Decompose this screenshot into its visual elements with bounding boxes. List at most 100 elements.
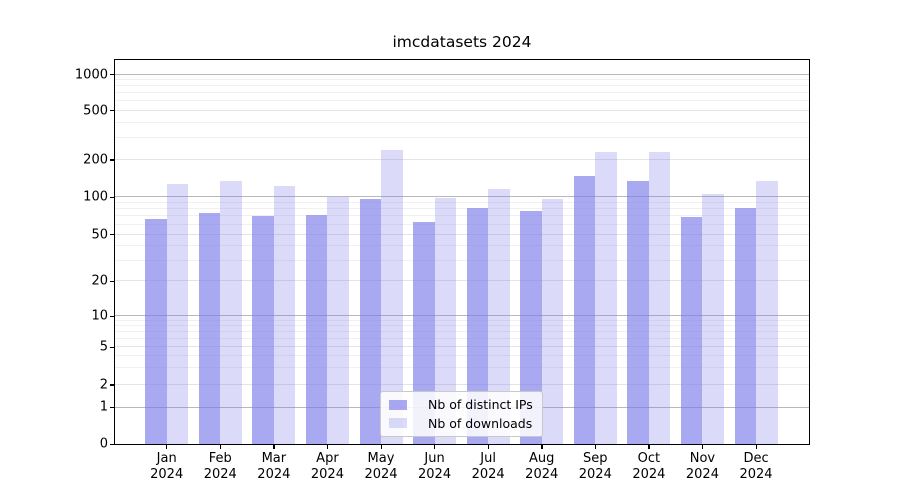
gridline-minor xyxy=(115,325,809,327)
bar-distinct-ips xyxy=(520,210,542,444)
bar-distinct-ips xyxy=(466,208,489,444)
y-tick-mark xyxy=(110,234,114,236)
bar-downloads xyxy=(702,193,724,444)
y-axis-tick-label: 1 xyxy=(99,399,108,415)
y-tick-mark xyxy=(110,315,114,317)
x-axis-tick-label: Oct 2024 xyxy=(632,451,666,482)
legend-entry-distinct-ips: Nb of distinct IPs xyxy=(387,397,536,412)
x-axis-tick-label: Feb 2024 xyxy=(203,451,237,482)
legend-swatch-downloads-icon xyxy=(389,418,407,429)
legend-label-downloads: Nb of downloads xyxy=(428,415,533,431)
gridline-minor xyxy=(115,244,809,246)
y-tick-mark xyxy=(110,74,114,76)
bar-downloads xyxy=(488,188,510,444)
gridline-minor xyxy=(115,367,809,369)
y-axis-tick-label: 50 xyxy=(91,227,108,243)
y-tick-mark xyxy=(110,280,114,282)
x-axis-tick-label: May 2024 xyxy=(364,451,398,482)
bar-downloads xyxy=(220,181,242,444)
y-axis-tick-label: 1000 xyxy=(74,67,108,83)
bar-distinct-ips xyxy=(359,198,381,444)
x-tick-mark xyxy=(434,445,436,449)
gridline-minor xyxy=(115,208,809,210)
gridline-mid xyxy=(115,346,809,348)
bar-downloads xyxy=(273,185,296,444)
bar-distinct-ips xyxy=(252,215,274,444)
legend-label-distinct-ips: Nb of distinct IPs xyxy=(428,397,533,413)
bar-downloads xyxy=(434,198,457,444)
x-tick-mark xyxy=(594,445,597,449)
gridline-minor xyxy=(115,92,809,94)
x-axis-tick-label: Mar 2024 xyxy=(257,451,291,482)
x-axis-tick-label: Apr 2024 xyxy=(310,451,344,482)
y-tick-mark xyxy=(110,346,114,349)
gridline-minor xyxy=(115,338,809,340)
plot-area xyxy=(114,59,810,445)
bar-distinct-ips xyxy=(413,222,435,444)
bar-downloads xyxy=(327,197,349,444)
bar-distinct-ips xyxy=(734,208,757,444)
bar-downloads xyxy=(541,198,564,444)
x-tick-mark xyxy=(380,445,382,449)
bar-distinct-ips xyxy=(198,212,221,444)
chart-title: imcdatasets 2024 xyxy=(392,33,532,51)
gridline-minor xyxy=(115,201,809,203)
x-tick-mark xyxy=(487,445,489,449)
y-axis-tick-label: 500 xyxy=(83,103,108,119)
y-axis-tick-label: 0 xyxy=(99,436,108,452)
y-tick-mark xyxy=(110,110,114,112)
y-axis-tick-label: 5 xyxy=(99,339,108,355)
bar-downloads xyxy=(756,181,778,444)
bar-downloads xyxy=(648,151,671,444)
gridline-minor xyxy=(115,121,809,123)
gridline-mid xyxy=(115,109,809,111)
x-axis-tick-label: Nov 2024 xyxy=(685,451,719,482)
y-tick-mark xyxy=(110,406,114,409)
gridline-major xyxy=(115,196,809,198)
x-tick-mark xyxy=(166,445,168,449)
y-axis-tick-label: 100 xyxy=(83,189,108,205)
x-axis-tick-label: Jul 2024 xyxy=(471,451,505,482)
gridline-minor xyxy=(115,100,809,102)
x-axis-tick-label: Aug 2024 xyxy=(525,451,559,482)
x-tick-mark xyxy=(755,445,757,449)
y-tick-mark xyxy=(110,443,114,445)
gridline-minor xyxy=(115,319,809,321)
gridline-mid xyxy=(115,158,809,160)
gridline-major xyxy=(115,73,809,75)
gridline-minor xyxy=(115,136,809,138)
x-tick-mark xyxy=(648,445,650,449)
y-axis-tick-label: 200 xyxy=(83,152,108,168)
bar-downloads xyxy=(166,183,189,444)
legend-swatch-distinct-ips-icon xyxy=(389,399,407,410)
y-axis-tick-label: 20 xyxy=(91,273,108,289)
y-axis-tick-label: 10 xyxy=(91,308,108,324)
bar-distinct-ips xyxy=(305,214,328,444)
bar-distinct-ips xyxy=(627,180,649,444)
x-axis-tick-label: Sep 2024 xyxy=(578,451,612,482)
x-axis-tick-label: Jun 2024 xyxy=(418,451,452,482)
x-axis-tick-label: Dec 2024 xyxy=(739,451,773,482)
gridline-mid xyxy=(115,233,809,235)
y-tick-mark xyxy=(110,196,114,198)
x-tick-mark xyxy=(273,445,275,449)
gridline-minor xyxy=(115,331,809,333)
gridline-minor xyxy=(115,259,809,261)
gridline-mid xyxy=(115,280,809,282)
bar-downloads xyxy=(381,149,403,444)
bar-distinct-ips xyxy=(145,218,167,444)
bar-distinct-ips xyxy=(680,217,703,444)
gridline-major xyxy=(115,315,809,317)
gridline-minor xyxy=(115,85,809,87)
x-tick-mark xyxy=(326,445,329,449)
y-tick-mark xyxy=(110,159,114,161)
x-tick-mark xyxy=(541,445,543,449)
gridline-minor xyxy=(115,355,809,357)
bar-downloads xyxy=(595,151,617,444)
bar-distinct-ips xyxy=(573,176,596,444)
y-tick-mark xyxy=(110,384,114,386)
gridline-mid xyxy=(115,383,809,385)
legend: Nb of distinct IPs Nb of downloads xyxy=(380,391,543,437)
x-tick-mark xyxy=(219,445,222,449)
